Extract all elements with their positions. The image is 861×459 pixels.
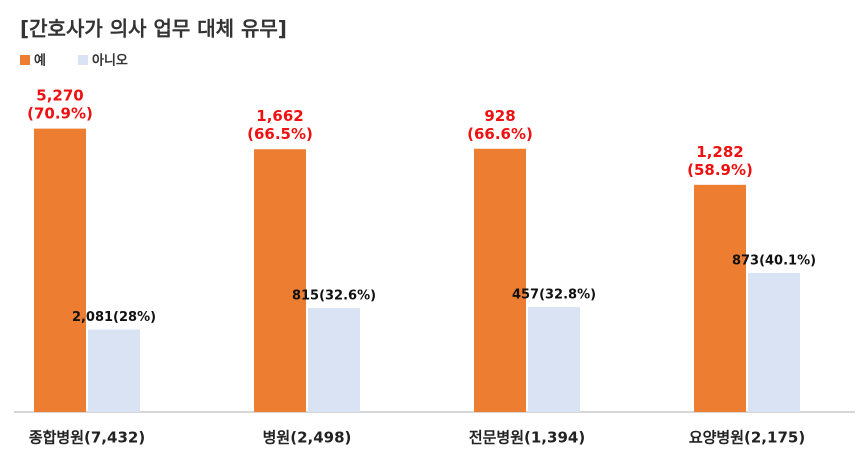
x-tick-label: 요양병원(2,175): [689, 429, 805, 447]
value-label: 928 (66.6%): [467, 106, 533, 142]
value-label: 457(32.8%): [512, 288, 596, 303]
bar: [528, 307, 580, 412]
legend-swatch: [78, 55, 88, 65]
value-label: 1,282 (58.9%): [687, 142, 753, 178]
value-label: 815(32.6%): [292, 289, 376, 304]
x-tick-label: 전문병원(1,394): [469, 429, 585, 447]
bar: [474, 148, 526, 412]
value-label: 5,270 (70.9%): [27, 86, 93, 122]
bar: [308, 308, 360, 412]
legend-swatch: [20, 55, 30, 65]
bar: [88, 329, 140, 412]
bar: [748, 272, 800, 412]
value-label: 1,662 (66.5%): [247, 107, 313, 143]
value-label: 873(40.1%): [732, 253, 816, 268]
bar: [694, 184, 746, 412]
bar: [254, 149, 306, 412]
value-label: 2,081(28%): [72, 310, 156, 325]
x-tick-label: 병원(2,498): [263, 429, 352, 447]
chart-title: [간호사가 의사 업무 대체 유무]: [20, 17, 287, 41]
x-tick-label: 종합병원(7,432): [29, 429, 145, 447]
legend-label: 예: [34, 53, 46, 69]
legend-label: 아니오: [92, 53, 128, 69]
bar: [34, 128, 86, 412]
